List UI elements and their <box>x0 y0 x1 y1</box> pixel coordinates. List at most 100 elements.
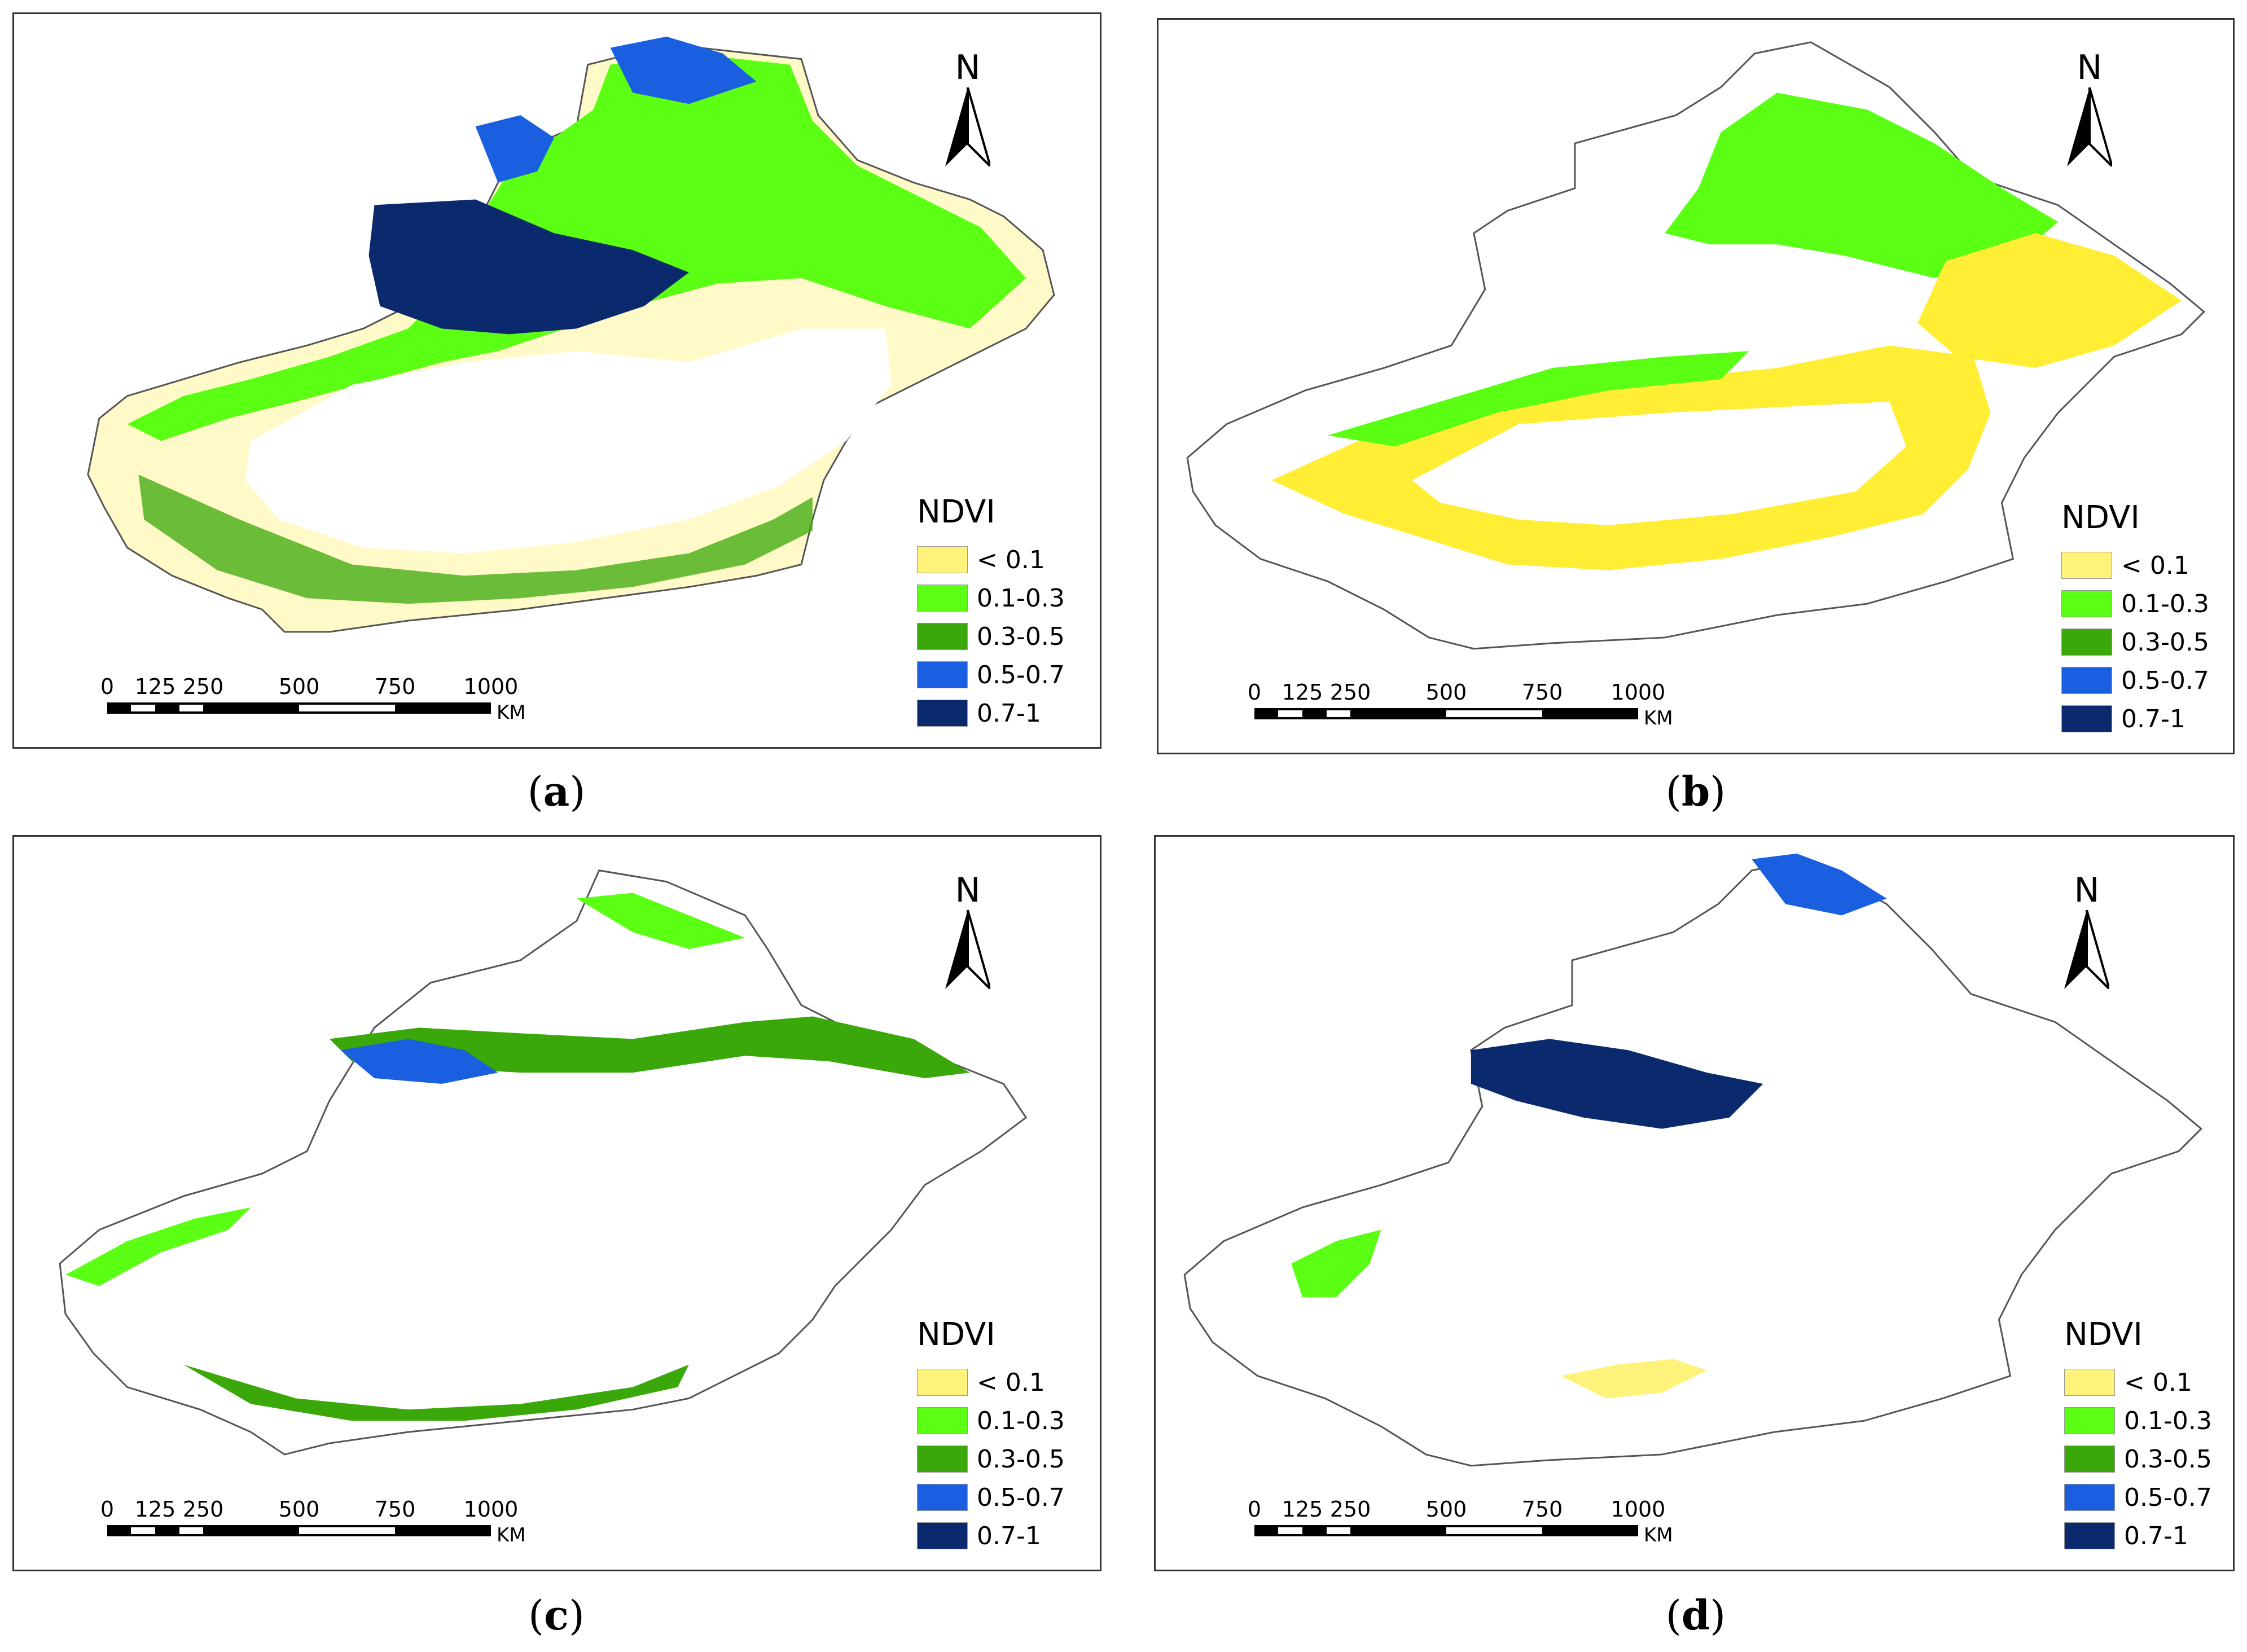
ndvi-map-d <box>1183 853 2203 1467</box>
scale-tick: 750 <box>374 1497 416 1522</box>
north-arrow-icon <box>945 87 990 166</box>
scale-bar-d: 0 125 250 500 750 1000 KM <box>1248 1497 1673 1559</box>
scale-tick: 250 <box>182 1497 224 1522</box>
legend-swatch <box>2064 1522 2115 1549</box>
scale-tick: 250 <box>1329 1497 1371 1522</box>
legend-label: 0.5-0.7 <box>977 660 1065 689</box>
legend-label: 0.1-0.3 <box>977 583 1065 613</box>
north-arrow-a: N <box>940 48 996 172</box>
scale-tick: 500 <box>1425 680 1467 705</box>
legend-label: 0.1-0.3 <box>977 1406 1065 1435</box>
legend-label: 0.7-1 <box>2124 1521 2188 1550</box>
ndvi-zone-blue-north <box>1752 853 1887 916</box>
scale-bar-graphic <box>1254 1525 1638 1536</box>
legend-swatch <box>917 546 968 573</box>
ndvi-zone-green-sw <box>1291 1229 1381 1298</box>
legend-item: 0.1-0.3 <box>2064 1401 2233 1440</box>
legend-item: 0.3-0.5 <box>2064 1440 2233 1478</box>
ndvi-zone-blue <box>475 115 555 183</box>
scale-tick: 250 <box>1329 680 1371 705</box>
scale-tick: 0 <box>1247 680 1262 705</box>
ndvi-zone-green <box>1665 93 2059 278</box>
scale-tick: 500 <box>1425 1497 1467 1522</box>
legend-label: < 0.1 <box>2121 551 2189 580</box>
legend-swatch <box>917 623 968 650</box>
legend-swatch <box>2064 1446 2115 1473</box>
north-arrow-icon <box>2064 910 2109 989</box>
legend-swatch <box>917 1369 968 1396</box>
ndvi-zone-blue <box>340 1039 498 1084</box>
scale-unit: KM <box>1644 707 1673 730</box>
scale-unit: KM <box>1644 1524 1673 1546</box>
map-panel-d: N NDVI < 0.1 0.1-0.3 0.3-0.5 0.5-0.7 0.7… <box>1154 835 2235 1571</box>
scale-tick: 1000 <box>463 1497 519 1522</box>
ndvi-zone-blue-north <box>610 36 757 104</box>
ndvi-zone-yellow-east <box>1917 233 2182 368</box>
legend-item: 0.5-0.7 <box>917 656 1098 694</box>
caption-d: (d) <box>1665 1591 1726 1639</box>
legend-swatch <box>917 1484 968 1511</box>
scale-tick: 0 <box>100 674 115 699</box>
legend-swatch <box>917 700 968 727</box>
scale-unit: KM <box>497 701 526 724</box>
legend-item: 0.7-1 <box>2064 1517 2233 1555</box>
caption-c: (c) <box>528 1591 585 1639</box>
legend-item: 0.5-0.7 <box>917 1478 1098 1517</box>
north-arrow-c: N <box>940 871 996 995</box>
legend-label: < 0.1 <box>2124 1368 2192 1397</box>
region-outline <box>59 869 1028 1456</box>
scale-tick: 0 <box>100 1497 115 1522</box>
ndvi-zone-dark <box>1471 1039 1763 1129</box>
scale-bar-graphic <box>1254 708 1638 719</box>
legend-label: 0.1-0.3 <box>2124 1406 2212 1435</box>
scale-tick: 500 <box>278 674 320 699</box>
scale-bar-graphic <box>107 1525 491 1536</box>
north-arrow-icon <box>945 910 990 989</box>
north-label: N <box>2074 871 2100 910</box>
legend-item: 0.1-0.3 <box>2061 585 2233 623</box>
basin-white <box>245 328 892 553</box>
legend-item: 0.3-0.5 <box>2061 623 2233 661</box>
scale-bar-c: 0 125 250 500 750 1000 KM <box>100 1497 526 1559</box>
legend-label: < 0.1 <box>977 1368 1045 1397</box>
legend-item: 0.7-1 <box>917 1517 1098 1555</box>
legend-label: 0.5-0.7 <box>2124 1483 2212 1512</box>
legend-swatch <box>917 1407 968 1434</box>
scale-tick: 1000 <box>463 674 519 699</box>
legend-label: < 0.1 <box>977 545 1045 574</box>
legend-item: < 0.1 <box>2061 546 2233 585</box>
legend-label: 0.7-1 <box>2121 704 2185 733</box>
scale-tick: 125 <box>1282 680 1323 705</box>
legend-d: NDVI < 0.1 0.1-0.3 0.3-0.5 0.5-0.7 0.7-1 <box>2064 1316 2233 1555</box>
north-arrow-d: N <box>2059 871 2115 995</box>
legend-title: NDVI <box>917 1316 995 1353</box>
ndvi-zone-green-west <box>65 1207 251 1286</box>
legend-item: 0.3-0.5 <box>917 617 1098 656</box>
legend-swatch <box>2061 552 2112 579</box>
legend-title: NDVI <box>2061 499 2140 536</box>
scale-tick: 500 <box>278 1497 320 1522</box>
legend-label: 0.7-1 <box>977 698 1041 728</box>
ndvi-zone-green-ne <box>576 893 745 950</box>
scale-tick: 750 <box>1521 1497 1563 1522</box>
map-panel-b: N NDVI < 0.1 0.1-0.3 0.3-0.5 0.5-0.7 0.7… <box>1157 18 2235 754</box>
legend-item: 0.1-0.3 <box>917 579 1098 617</box>
north-arrow-b: N <box>2061 48 2118 172</box>
legend-swatch <box>2064 1407 2115 1434</box>
scale-bar-b: 0 125 250 500 750 1000 KM <box>1248 680 1673 742</box>
legend-swatch <box>917 585 968 612</box>
scale-tick: 125 <box>134 1497 176 1522</box>
scale-bar-a: 0 125 250 500 750 1000 KM <box>100 674 526 736</box>
legend-item: 0.7-1 <box>2061 700 2233 738</box>
north-label: N <box>2077 48 2103 87</box>
caption-a: (a) <box>527 767 586 815</box>
ndvi-zone-green-north <box>329 1016 970 1079</box>
scale-tick: 1000 <box>1610 680 1666 705</box>
scale-tick: 750 <box>1521 680 1563 705</box>
north-arrow-icon <box>2067 87 2112 166</box>
legend-swatch <box>2061 590 2112 617</box>
map-panel-a: N NDVI < 0.1 0.1-0.3 0.3-0.5 0.5-0.7 0.7… <box>12 12 1101 749</box>
legend-swatch <box>2061 705 2112 732</box>
legend-item: 0.7-1 <box>917 694 1098 732</box>
ndvi-zone-green-south <box>183 1364 689 1421</box>
